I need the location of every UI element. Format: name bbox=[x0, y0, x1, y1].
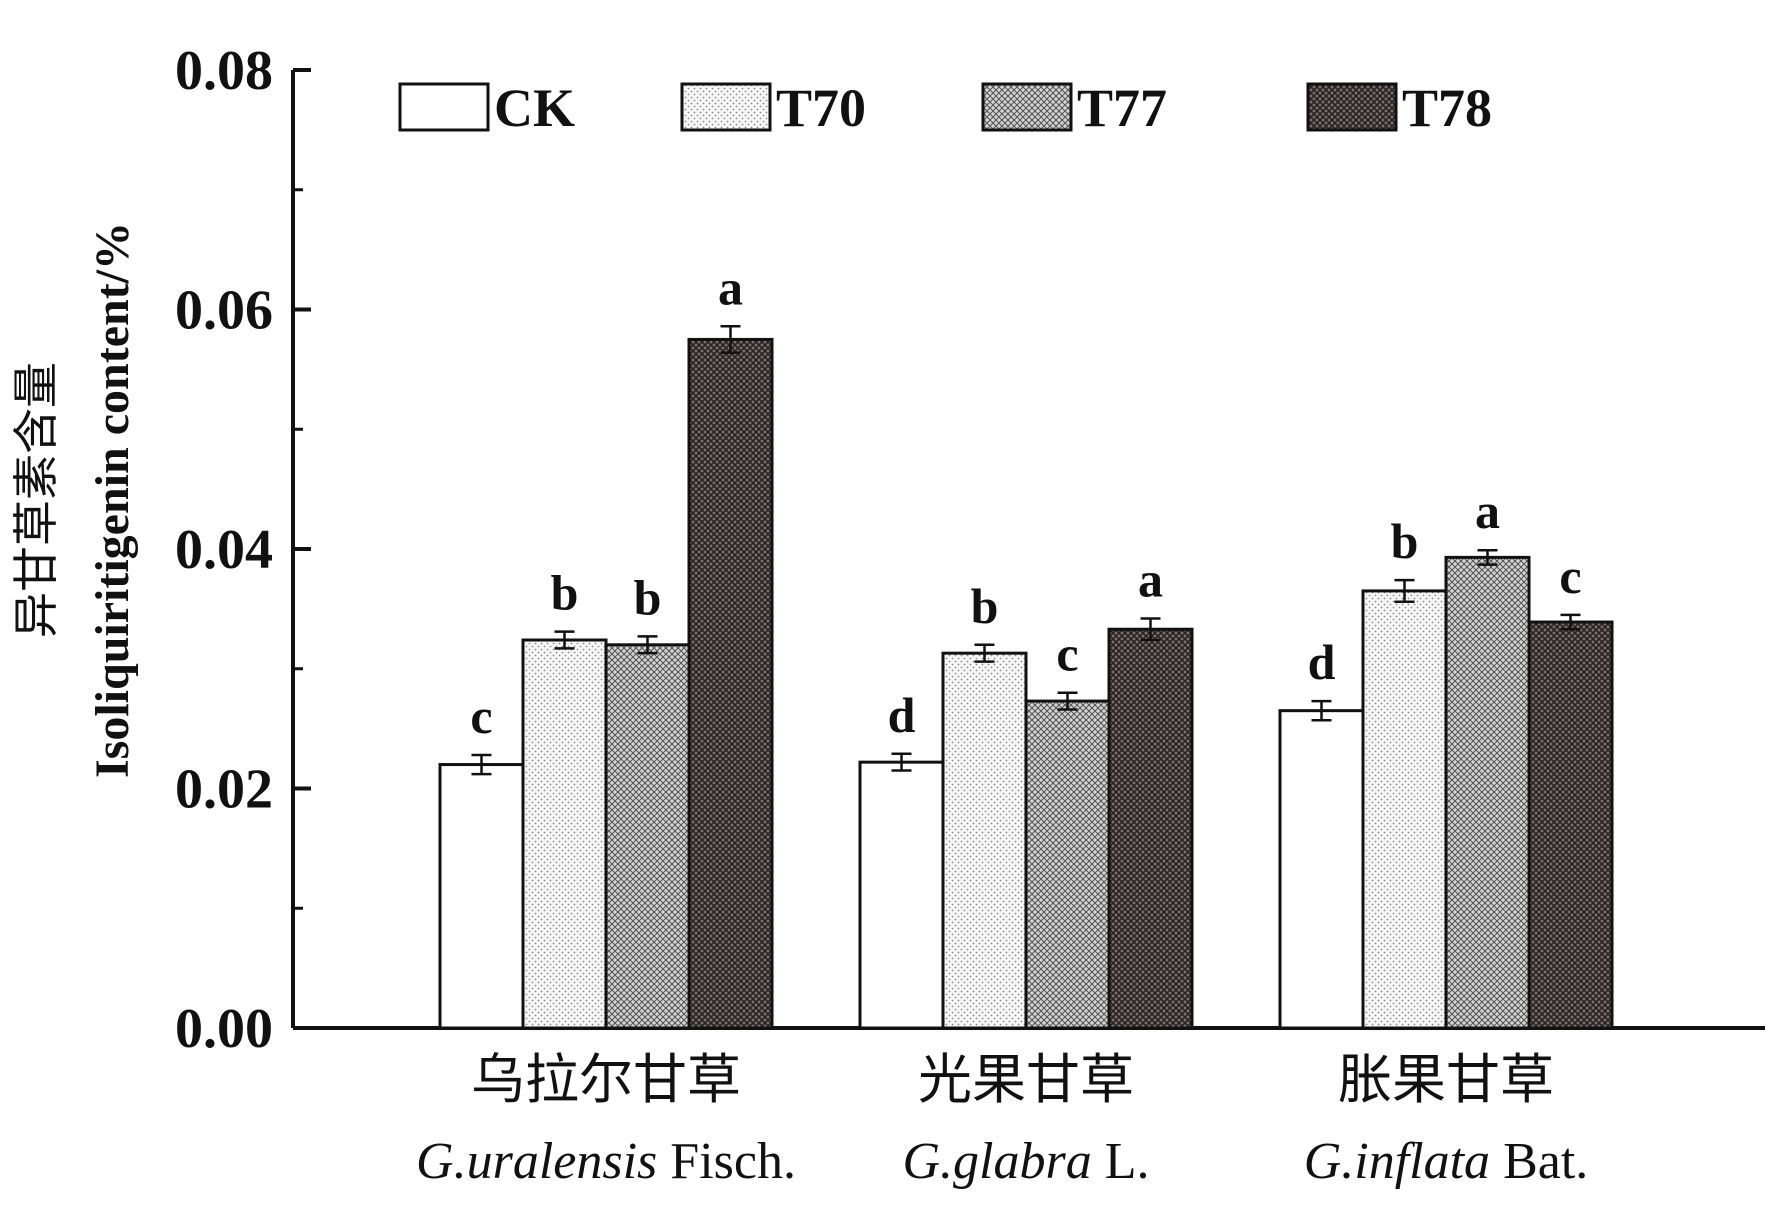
significance-letter: c bbox=[1056, 626, 1078, 682]
bar-t77-1 bbox=[604, 643, 691, 1030]
bar-ck-3 bbox=[1278, 709, 1365, 1030]
significance-letter: c bbox=[470, 688, 492, 744]
category-label-latin: G.inflata Bat. bbox=[1304, 1133, 1589, 1190]
significance-letter: a bbox=[1138, 551, 1163, 607]
significance-letter: b bbox=[1391, 513, 1419, 569]
category-label-cn: 光果甘草 bbox=[918, 1048, 1134, 1111]
bar-t70-1 bbox=[521, 638, 608, 1030]
category-label-cn: 胀果甘草 bbox=[1338, 1048, 1554, 1111]
category-label-latin: G.uralensis Fisch. bbox=[416, 1133, 796, 1190]
significance-letter: b bbox=[634, 569, 662, 625]
bar-t78-2 bbox=[1107, 627, 1194, 1030]
y-tick-label: 0.04 bbox=[175, 519, 273, 581]
legend-swatch-ck bbox=[398, 82, 490, 132]
significance-letter: b bbox=[971, 578, 999, 634]
significance-letter: b bbox=[551, 565, 579, 621]
y-tick-label: 0.00 bbox=[175, 998, 273, 1060]
significance-letter: d bbox=[888, 687, 916, 743]
bar-t78-1 bbox=[687, 337, 774, 1030]
bar-ck-2 bbox=[858, 760, 945, 1030]
legend-label-t78: T78 bbox=[1402, 78, 1492, 138]
legend-label-ck: CK bbox=[494, 78, 575, 138]
bar-t78-3 bbox=[1527, 620, 1614, 1030]
x-axis-labels: 乌拉尔甘草 G.uralensis Fisch. 光果甘草 G.glabra L. 胀果… bbox=[416, 1048, 1588, 1190]
significance-letter: a bbox=[718, 259, 743, 315]
y-axis-label-cn: 异甘草素含量 bbox=[9, 362, 63, 638]
significance-letter: d bbox=[1308, 634, 1336, 690]
y-tick-label: 0.02 bbox=[175, 759, 273, 821]
legend-swatch-t78 bbox=[1306, 82, 1398, 132]
bar-ck-1 bbox=[438, 763, 525, 1030]
significance-letter: a bbox=[1475, 483, 1500, 539]
y-tick-label: 0.08 bbox=[175, 40, 273, 102]
legend-swatch-t77 bbox=[981, 82, 1073, 132]
bar-t70-3 bbox=[1361, 589, 1448, 1030]
legend-swatch-t70 bbox=[680, 82, 772, 132]
category-label-latin: G.glabra L. bbox=[902, 1133, 1149, 1190]
significance-letter: c bbox=[1559, 548, 1581, 604]
legend-label-t70: T70 bbox=[776, 78, 866, 138]
legend: CK T70 T77 T78 bbox=[398, 78, 1492, 138]
y-tick-label: 0.06 bbox=[175, 280, 273, 342]
y-axis-label-en: Isoliquiritigenin content/% bbox=[86, 222, 139, 778]
category-label-cn: 乌拉尔甘草 bbox=[471, 1048, 741, 1111]
bar-t70-2 bbox=[941, 651, 1028, 1030]
bar-t77-2 bbox=[1024, 699, 1111, 1030]
legend-label-t77: T77 bbox=[1077, 78, 1167, 138]
bar-t77-3 bbox=[1444, 555, 1531, 1030]
